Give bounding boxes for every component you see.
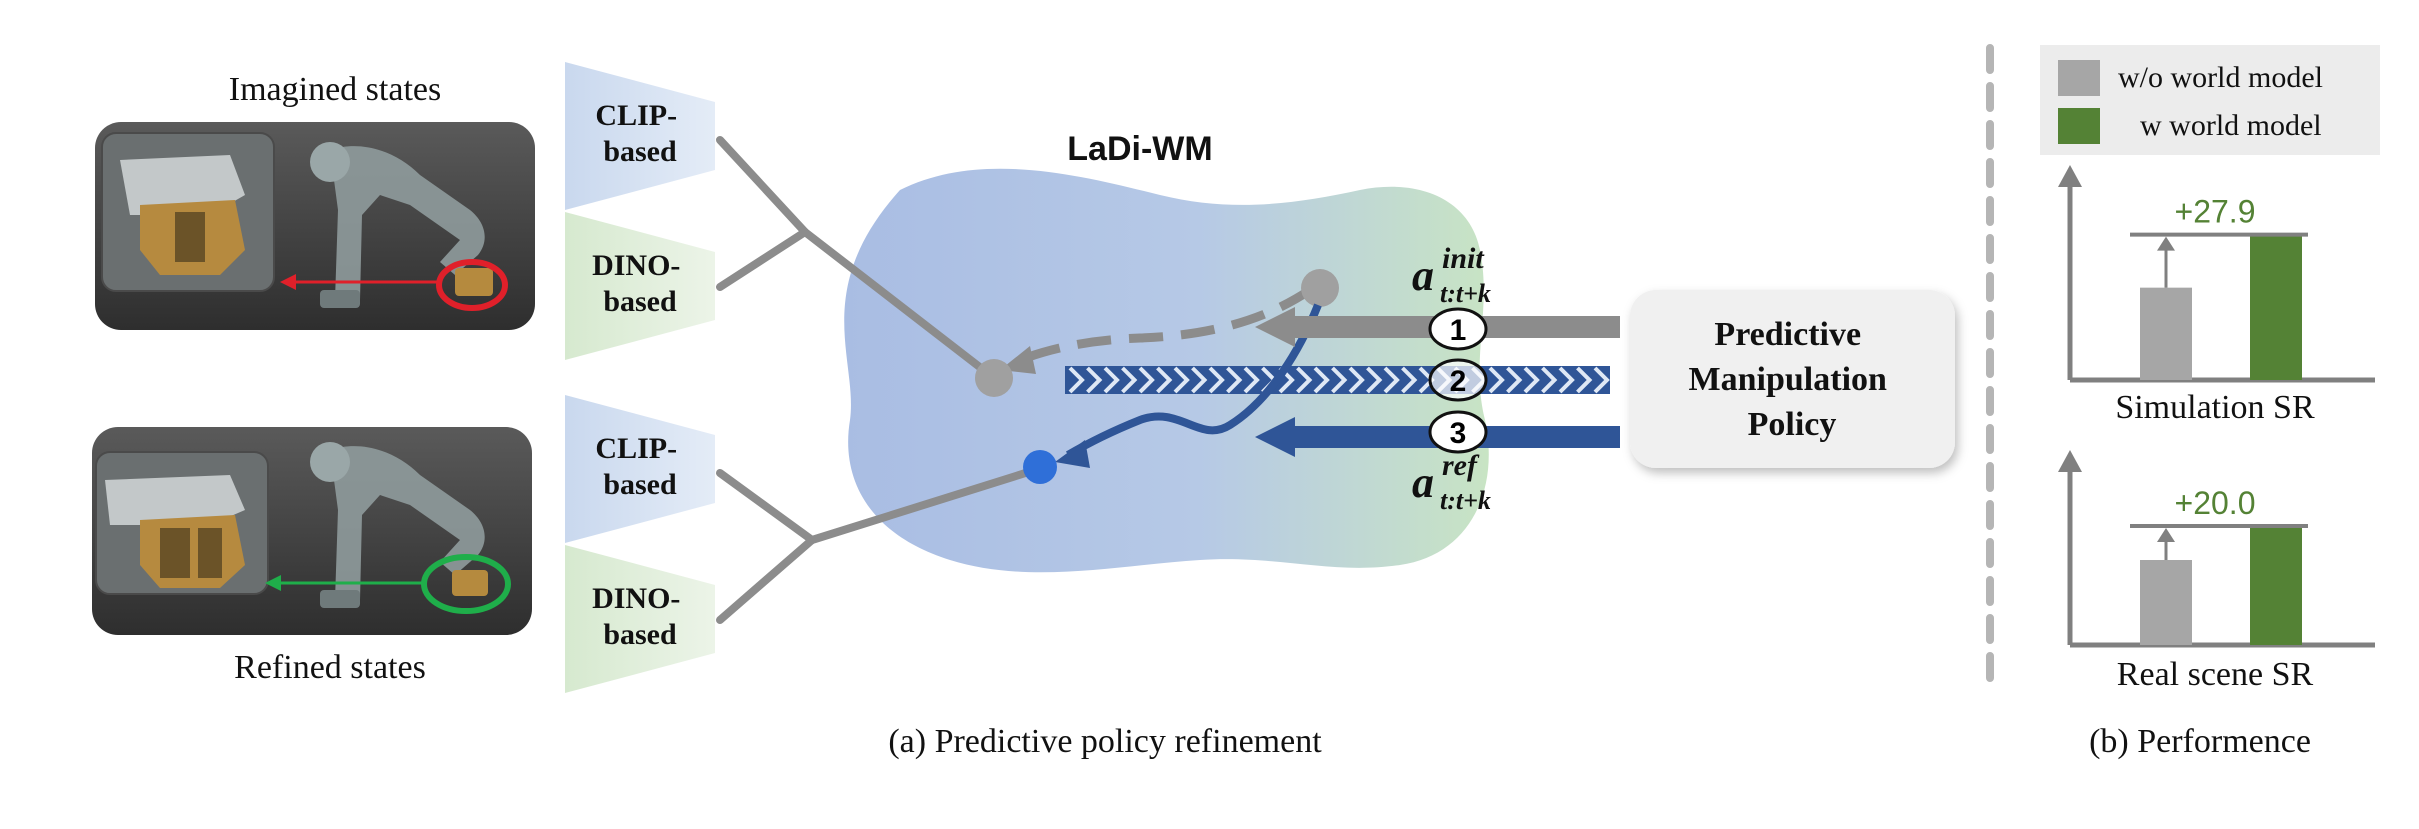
policy-box: Predictive Manipulation Policy <box>1630 290 1955 468</box>
legend-label-without: w/o world model <box>2118 61 2323 94</box>
policy-box-line2: Manipulation <box>1689 361 1887 398</box>
real-scene-sr-chart: +20.0 Real scene SR <box>2058 450 2375 693</box>
action-init-sub: t:t+k <box>1440 279 1491 308</box>
policy-box-line3: Policy <box>1748 406 1837 443</box>
bar-with-world-model <box>2250 234 2302 380</box>
encoder-clip-bottom-line1: CLIP- <box>595 432 677 465</box>
step-markers: 1 2 3 <box>1428 307 1488 454</box>
imagined-latent-point <box>975 359 1013 397</box>
encoder-clip-top-line2: based <box>603 135 677 168</box>
encoder-dino-top-line1: DINO- <box>592 249 680 282</box>
imagined-states-group: Imagined states <box>95 71 535 330</box>
y-axis-arrow <box>2058 165 2082 187</box>
step-2-label: 2 <box>1450 365 1467 398</box>
imagined-scene-image <box>95 122 535 330</box>
refined-states-group: Refined states <box>92 427 532 686</box>
action-init-base: a <box>1412 251 1434 300</box>
step-1-label: 1 <box>1450 314 1467 347</box>
improvement-arrow-head <box>2157 236 2175 251</box>
improvement-annotation: +27.9 <box>2175 194 2256 230</box>
refined-latent-point <box>1023 450 1057 484</box>
chart-xlabel: Real scene SR <box>2117 656 2314 693</box>
svg-text:DINO- based: DINO- based <box>592 249 688 318</box>
action-ref-sup: ref <box>1442 449 1480 482</box>
svg-text:CLIP- based: CLIP- based <box>595 432 684 501</box>
chart-xlabel: Simulation SR <box>2115 389 2315 426</box>
step-3-label: 3 <box>1450 417 1467 450</box>
policy-box-line1: Predictive <box>1714 316 1861 353</box>
start-latent-point <box>1301 269 1339 307</box>
latent-space-blob: LaDi-WM <box>844 130 1489 573</box>
imagined-states-label: Imagined states <box>229 71 441 108</box>
encoder-dino-bottom-line1: DINO- <box>592 582 680 615</box>
encoder-clip-bottom: CLIP- based <box>565 395 715 543</box>
improvement-arrow-head <box>2157 528 2175 542</box>
encoder-dino-bottom: DINO- based <box>565 545 715 693</box>
y-axis-arrow <box>2058 450 2082 472</box>
svg-text:Predictive Manipulation: Predictive Manipulation Policy <box>1689 316 1896 443</box>
performance-legend: w/o world model w world model <box>2040 45 2380 155</box>
bar-without-world-model <box>2140 287 2192 380</box>
action-init-label: a init t:t+k <box>1412 242 1491 308</box>
encoder-connectors <box>716 136 1039 624</box>
action-init-sup: init <box>1442 242 1485 275</box>
action-ref-label: a ref t:t+k <box>1412 449 1491 515</box>
svg-text:DINO- based: DINO- based <box>592 582 688 651</box>
action-ref-base: a <box>1412 458 1434 507</box>
improvement-annotation: +20.0 <box>2175 485 2256 521</box>
model-title: LaDi-WM <box>1067 130 1212 168</box>
legend-swatch-with <box>2058 108 2100 144</box>
bar-without-world-model <box>2140 560 2192 645</box>
legend-label-with: w world model <box>2140 109 2322 142</box>
refined-states-label: Refined states <box>234 649 426 686</box>
legend-swatch-without <box>2058 60 2100 96</box>
encoder-clip-top: CLIP- based <box>565 62 715 210</box>
caption-b: (b) Performence <box>2089 723 2311 760</box>
svg-text:CLIP- based: CLIP- based <box>595 99 684 168</box>
simulation-sr-chart: +27.9 Simulation SR <box>2058 165 2375 426</box>
encoder-clip-bottom-line2: based <box>603 468 677 501</box>
encoder-dino-top-line2: based <box>603 285 677 318</box>
encoder-clip-top-line1: CLIP- <box>595 99 677 132</box>
action-ref-sub: t:t+k <box>1440 486 1491 515</box>
encoder-dino-bottom-line2: based <box>603 618 677 651</box>
chevron-band <box>1065 366 1610 394</box>
refined-scene-image <box>92 427 532 635</box>
encoder-dino-top: DINO- based <box>565 212 715 360</box>
bar-with-world-model <box>2250 526 2302 645</box>
caption-a: (a) Predictive policy refinement <box>888 723 1322 760</box>
